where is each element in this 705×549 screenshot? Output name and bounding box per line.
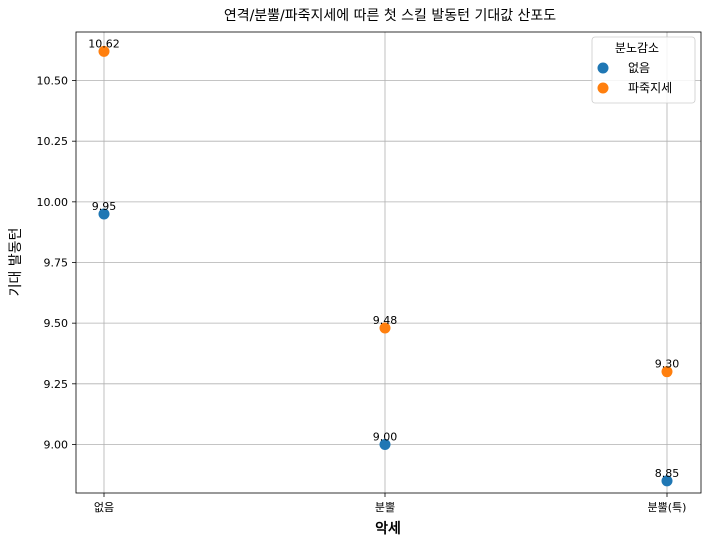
legend-box <box>591 36 696 104</box>
data-point <box>98 208 110 220</box>
data-point <box>379 438 391 450</box>
x-axis: 없음 분뿔 분뿔(특) <box>94 493 687 514</box>
chart-title: 연격/분뿔/파죽지세에 따른 첫 스킬 발동턴 기대값 산포도 <box>224 8 556 24</box>
y-tick-label: 9.00 <box>44 438 69 451</box>
data-label: 8.85 <box>655 467 680 480</box>
legend-marker <box>597 82 609 94</box>
data-point <box>661 366 673 378</box>
data-label: 9.30 <box>655 358 680 371</box>
x-tick-label: 없음 <box>94 501 114 514</box>
y-axis-label: 기대 발동턴 <box>8 228 24 297</box>
y-tick-label: 9.50 <box>44 317 69 330</box>
legend-title: 분노감소 <box>615 41 659 55</box>
data-label: 9.95 <box>92 200 117 213</box>
data-label: 10.62 <box>88 37 120 50</box>
y-tick-label: 10.00 <box>37 196 69 209</box>
legend-entry: 없음 <box>628 61 650 75</box>
data-points: 9.95 9.00 8.85 10.62 9.48 9.30 <box>88 37 680 487</box>
y-tick-label: 10.50 <box>37 75 69 88</box>
data-point <box>661 475 673 487</box>
y-tick-label: 9.75 <box>44 257 69 270</box>
y-tick-label: 10.25 <box>37 135 69 148</box>
data-point <box>379 322 391 334</box>
legend-marker <box>597 62 609 74</box>
y-axis: 9.00 9.25 9.50 9.75 10.00 10.25 10.50 <box>37 75 76 451</box>
legend-entry: 파죽지세 <box>628 81 672 95</box>
data-label: 9.48 <box>373 314 398 327</box>
data-label: 9.00 <box>373 430 398 443</box>
y-tick-label: 9.25 <box>44 378 69 391</box>
data-point <box>98 45 110 57</box>
x-tick-label: 분뿔 <box>375 501 395 514</box>
x-axis-label: 악세 <box>375 520 401 537</box>
x-tick-label: 분뿔(특) <box>648 501 687 514</box>
